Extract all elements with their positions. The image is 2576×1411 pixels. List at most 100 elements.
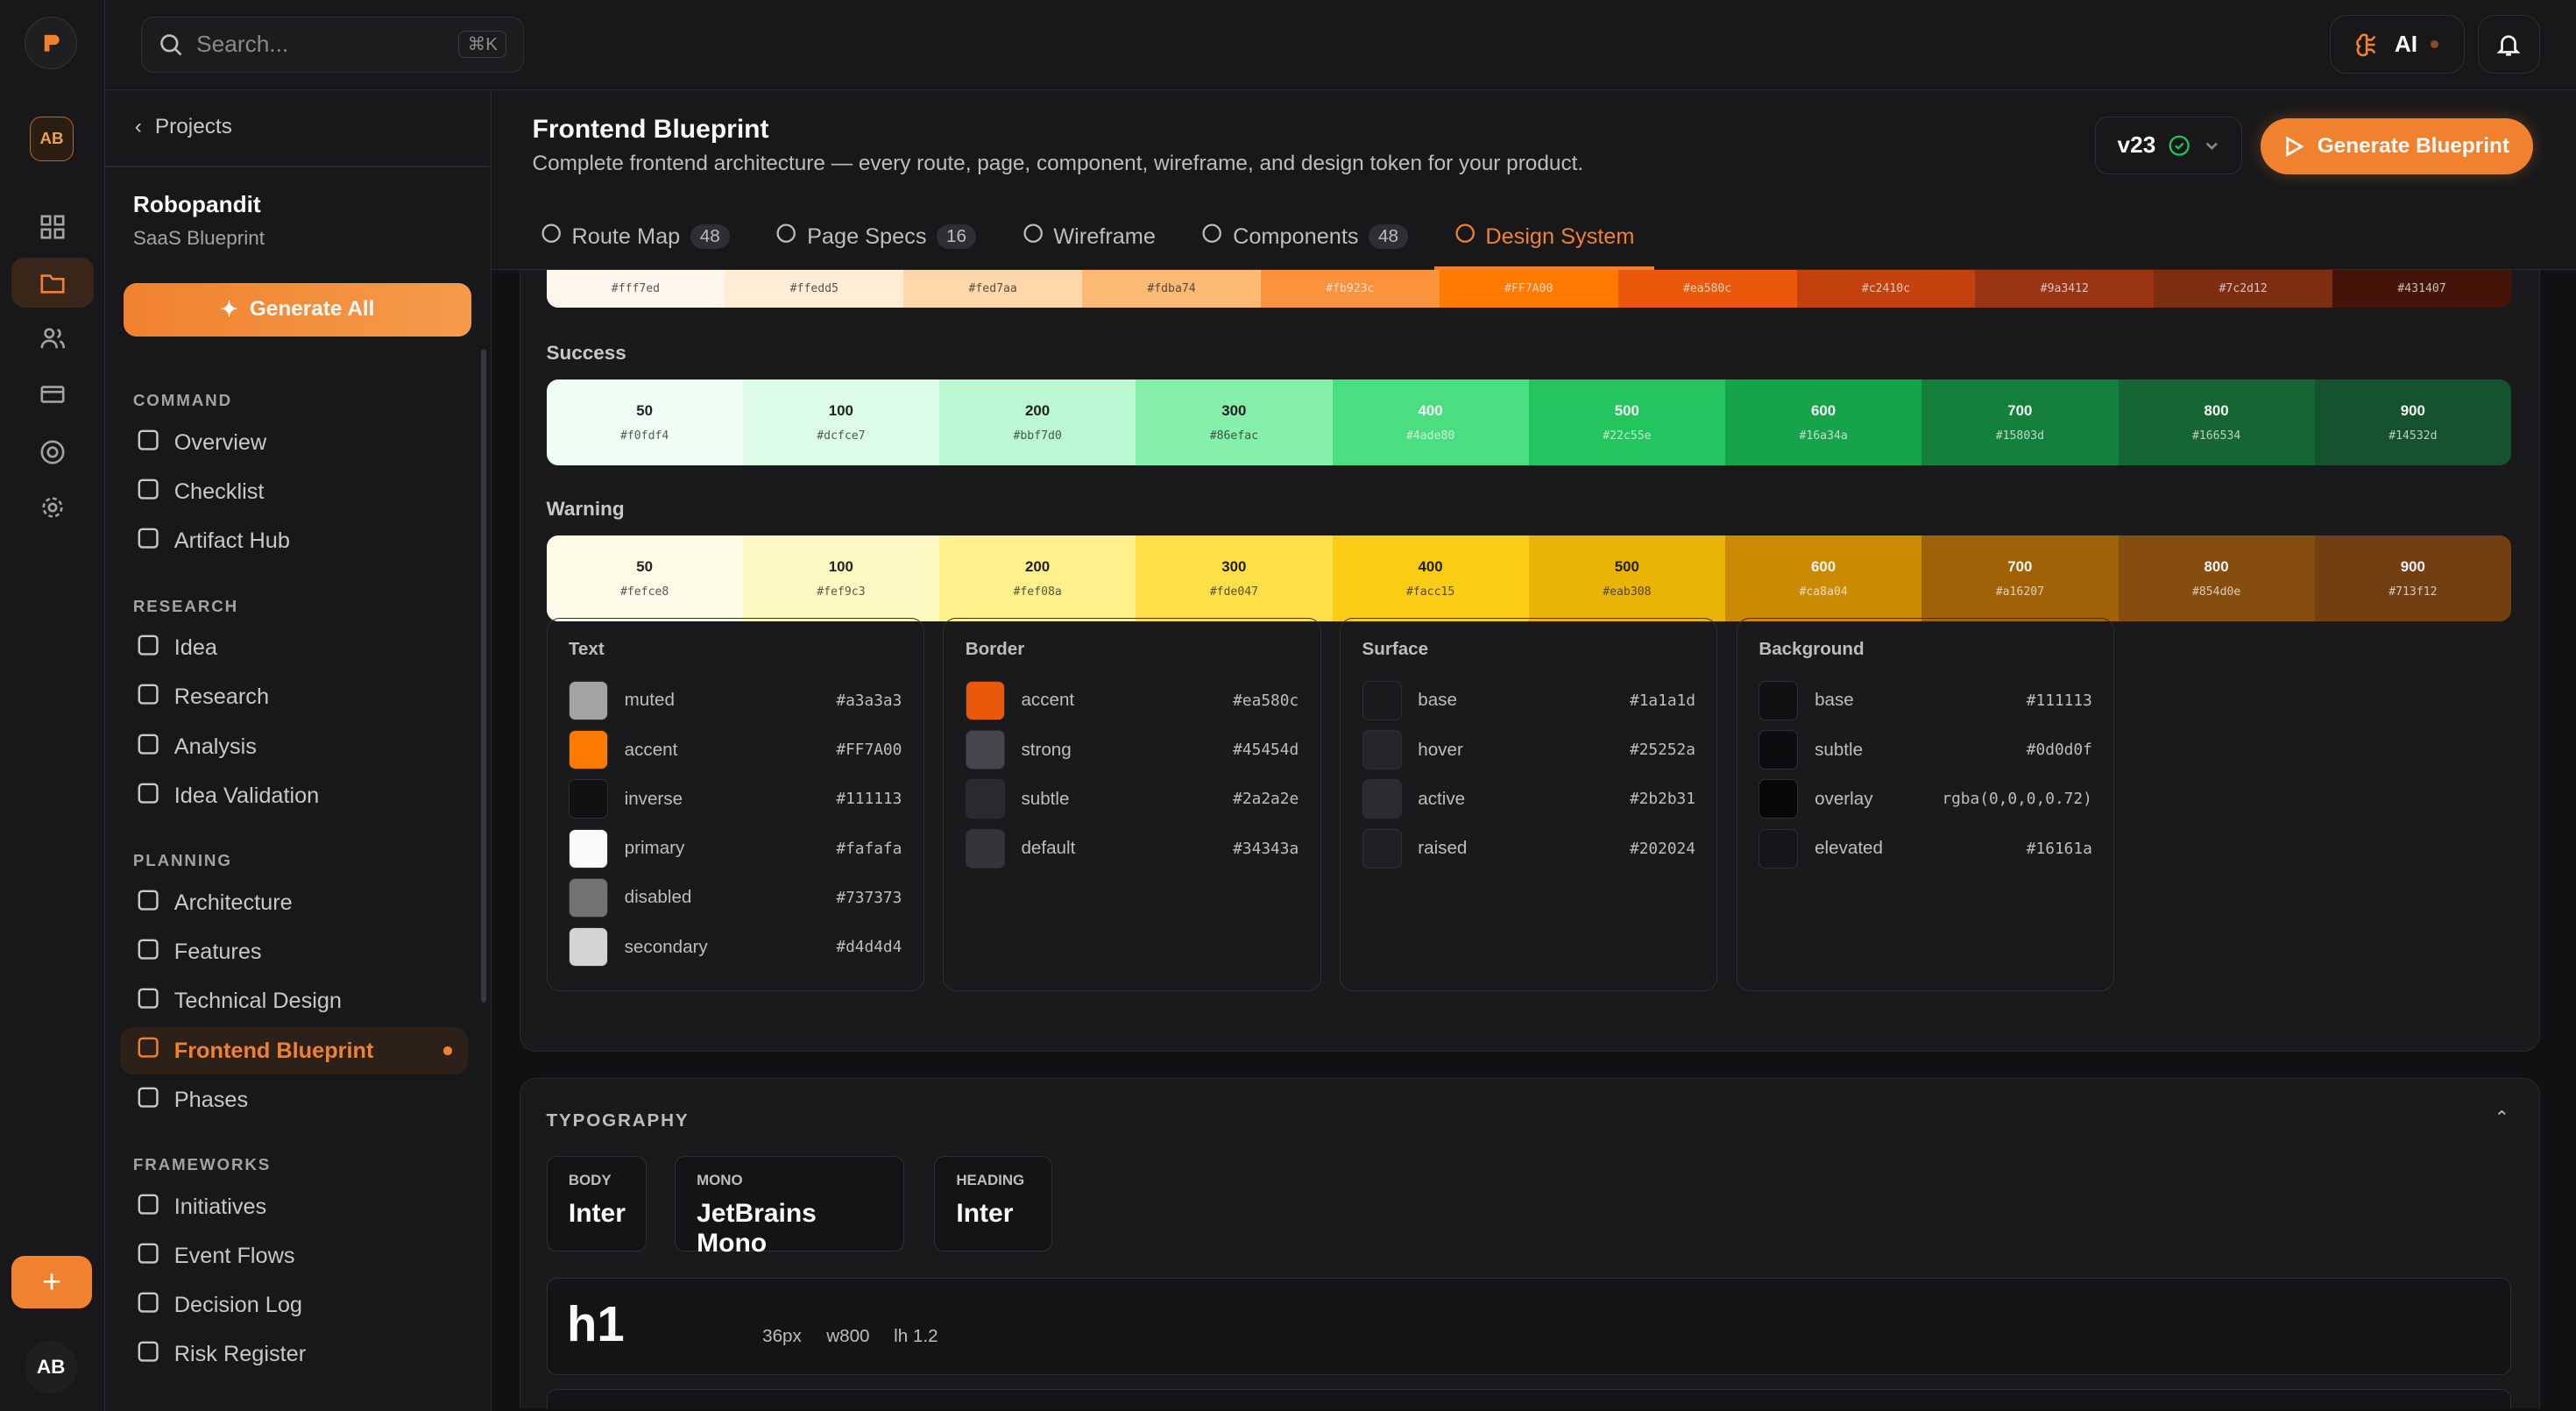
color-swatch[interactable]: 300 #86efac (1136, 379, 1333, 465)
token-row[interactable]: base #111113 (1759, 676, 2092, 725)
tab-components[interactable]: Components 48 (1201, 205, 1409, 267)
token-row[interactable]: strong #45454d (965, 726, 1299, 775)
swatch-hex: #854d0e (2192, 585, 2241, 599)
sidebar-item-artifact-hub[interactable]: Artifact Hub (120, 518, 469, 565)
color-swatch[interactable]: #ffedd5 (725, 269, 904, 308)
color-swatch[interactable]: 50 #fefce8 (546, 535, 743, 621)
color-swatch[interactable]: 100 #fef9c3 (742, 535, 939, 621)
token-row[interactable]: inverse #111113 (568, 775, 902, 824)
sidebar-item-decision-log[interactable]: Decision Log (120, 1282, 469, 1329)
token-row[interactable]: accent #FF7A00 (568, 726, 902, 775)
color-swatch[interactable]: #ea580c (1617, 269, 1797, 308)
color-swatch[interactable]: #fdba74 (1082, 269, 1261, 308)
token-row[interactable]: base #1a1a1d (1362, 676, 1695, 725)
settings-gear-icon[interactable] (34, 490, 70, 526)
color-swatch[interactable]: 400 #facc15 (1332, 535, 1529, 621)
color-swatch[interactable]: 200 #bbf7d0 (939, 379, 1136, 465)
dashboard-icon[interactable] (34, 209, 70, 245)
sidebar-scrollbar[interactable] (481, 350, 486, 1003)
token-name: primary (624, 838, 685, 859)
token-row[interactable]: raised #202024 (1362, 824, 1695, 873)
generate-all-button[interactable]: ✦ Generate All (123, 282, 472, 337)
token-row[interactable]: hover #25252a (1362, 726, 1695, 775)
color-swatch[interactable]: 400 #4ade80 (1332, 379, 1529, 465)
user-avatar[interactable]: AB (25, 1341, 78, 1393)
version-select[interactable]: v23 (2094, 117, 2243, 174)
color-swatch[interactable]: 200 #fef08a (939, 535, 1136, 621)
color-swatch[interactable]: 300 #fde047 (1136, 535, 1333, 621)
color-swatch[interactable]: 600 #ca8a04 (1725, 535, 1922, 621)
token-row[interactable]: subtle #2a2a2e (965, 775, 1299, 824)
back-to-projects[interactable]: ‹ Projects (135, 115, 232, 139)
token-row[interactable]: default #34343a (965, 824, 1299, 873)
token-row[interactable]: accent #ea580c (965, 676, 1299, 725)
sidebar-item-frontend-blueprint[interactable]: Frontend Blueprint (119, 1026, 469, 1075)
sidebar-item-checklist[interactable]: Checklist (120, 468, 469, 515)
token-row[interactable]: secondary #d4d4d4 (568, 923, 902, 972)
credit-card-icon[interactable] (34, 376, 70, 412)
color-swatch[interactable]: 900 #14532d (2314, 379, 2511, 465)
color-swatch[interactable]: #fb923c (1260, 269, 1440, 308)
color-swatch[interactable]: #7c2d12 (2154, 269, 2333, 308)
sidebar-item-idea-validation[interactable]: Idea Validation (120, 772, 469, 819)
color-swatch[interactable]: #c2410c (1796, 269, 1976, 308)
token-row[interactable]: overlay rgba(0,0,0,0.72) (1759, 775, 2092, 824)
color-swatch[interactable]: 500 #22c55e (1528, 379, 1725, 465)
swatch-shade: 600 (1811, 557, 1836, 575)
sidebar-item-idea[interactable]: Idea (120, 625, 469, 672)
sidebar-item-research[interactable]: Research (120, 674, 469, 721)
color-swatch[interactable]: 800 #854d0e (2118, 535, 2315, 621)
token-row[interactable]: primary #fafafa (568, 824, 902, 873)
users-icon[interactable] (34, 321, 70, 357)
color-swatch[interactable]: 800 #166534 (2118, 379, 2315, 465)
color-swatch[interactable]: 100 #dcfce7 (742, 379, 939, 465)
token-swatch (1759, 680, 1799, 720)
color-swatch[interactable]: #fff7ed (546, 269, 725, 308)
token-row[interactable]: elevated #16161a (1759, 824, 2092, 873)
color-swatch[interactable]: 500 #eab308 (1528, 535, 1725, 621)
app-logo[interactable] (25, 16, 78, 69)
color-swatch[interactable]: 700 #15803d (1921, 379, 2119, 465)
color-swatch[interactable]: 700 #a16207 (1921, 535, 2119, 621)
token-row[interactable]: disabled #737373 (568, 873, 902, 922)
generate-blueprint-button[interactable]: Generate Blueprint (2261, 118, 2534, 174)
color-swatch[interactable]: #FF7A00 (1439, 269, 1618, 308)
collapse-chevron-up-icon[interactable]: ⌃ (2494, 1107, 2509, 1128)
color-swatch[interactable]: 50 #f0fdf4 (546, 379, 743, 465)
search-input[interactable]: Search... ⌘K (141, 16, 525, 73)
color-swatch[interactable]: 900 #713f12 (2314, 535, 2511, 621)
tab-count-badge: 16 (936, 224, 977, 249)
color-swatch[interactable]: #431407 (2332, 269, 2511, 308)
sidebar-item-risk-register[interactable]: Risk Register (120, 1331, 469, 1379)
notifications-bell-icon[interactable] (2477, 14, 2540, 74)
token-row[interactable]: active #2b2b31 (1362, 775, 1695, 824)
typography-title: TYPOGRAPHY (546, 1110, 690, 1131)
tab-wireframe[interactable]: Wireframe (1023, 205, 1156, 267)
token-row[interactable]: subtle #0d0d0f (1759, 726, 2092, 775)
sidebar-item-initiatives[interactable]: Initiatives (120, 1183, 469, 1230)
token-value: #ea580c (1233, 691, 1299, 710)
color-swatch[interactable]: 600 #16a34a (1725, 379, 1922, 465)
token-row[interactable]: muted #a3a3a3 (568, 676, 902, 725)
tab-design-system[interactable]: Design System (1434, 205, 1654, 270)
token-value: #45454d (1233, 741, 1299, 760)
sidebar-item-analysis[interactable]: Analysis (120, 723, 469, 770)
sidebar-item-overview[interactable]: Overview (120, 419, 469, 466)
icon-rail: AB + AB (0, 0, 105, 1411)
create-button[interactable]: + (11, 1255, 92, 1308)
ai-button[interactable]: AI (2329, 14, 2465, 74)
tab-page-specs[interactable]: Page Specs 16 (775, 205, 977, 267)
sidebar-item-architecture[interactable]: Architecture (120, 879, 469, 926)
sidebar-item-technical-design[interactable]: Technical Design (120, 978, 469, 1025)
sidebar-item-phases[interactable]: Phases (120, 1076, 469, 1124)
tab-route-map[interactable]: Route Map 48 (541, 205, 730, 267)
swatch-shade: 200 (1025, 557, 1051, 575)
sidebar-item-features[interactable]: Features (120, 928, 469, 975)
help-lifebuoy-icon[interactable] (34, 434, 70, 470)
sidebar-item-event-flows[interactable]: Event Flows (120, 1232, 469, 1280)
color-swatch[interactable]: #9a3412 (1975, 269, 2155, 308)
workspace-avatar[interactable]: AB (29, 117, 74, 161)
projects-folder-icon[interactable] (11, 258, 94, 308)
tab-label: Route Map (571, 223, 681, 249)
color-swatch[interactable]: #fed7aa (903, 269, 1083, 308)
